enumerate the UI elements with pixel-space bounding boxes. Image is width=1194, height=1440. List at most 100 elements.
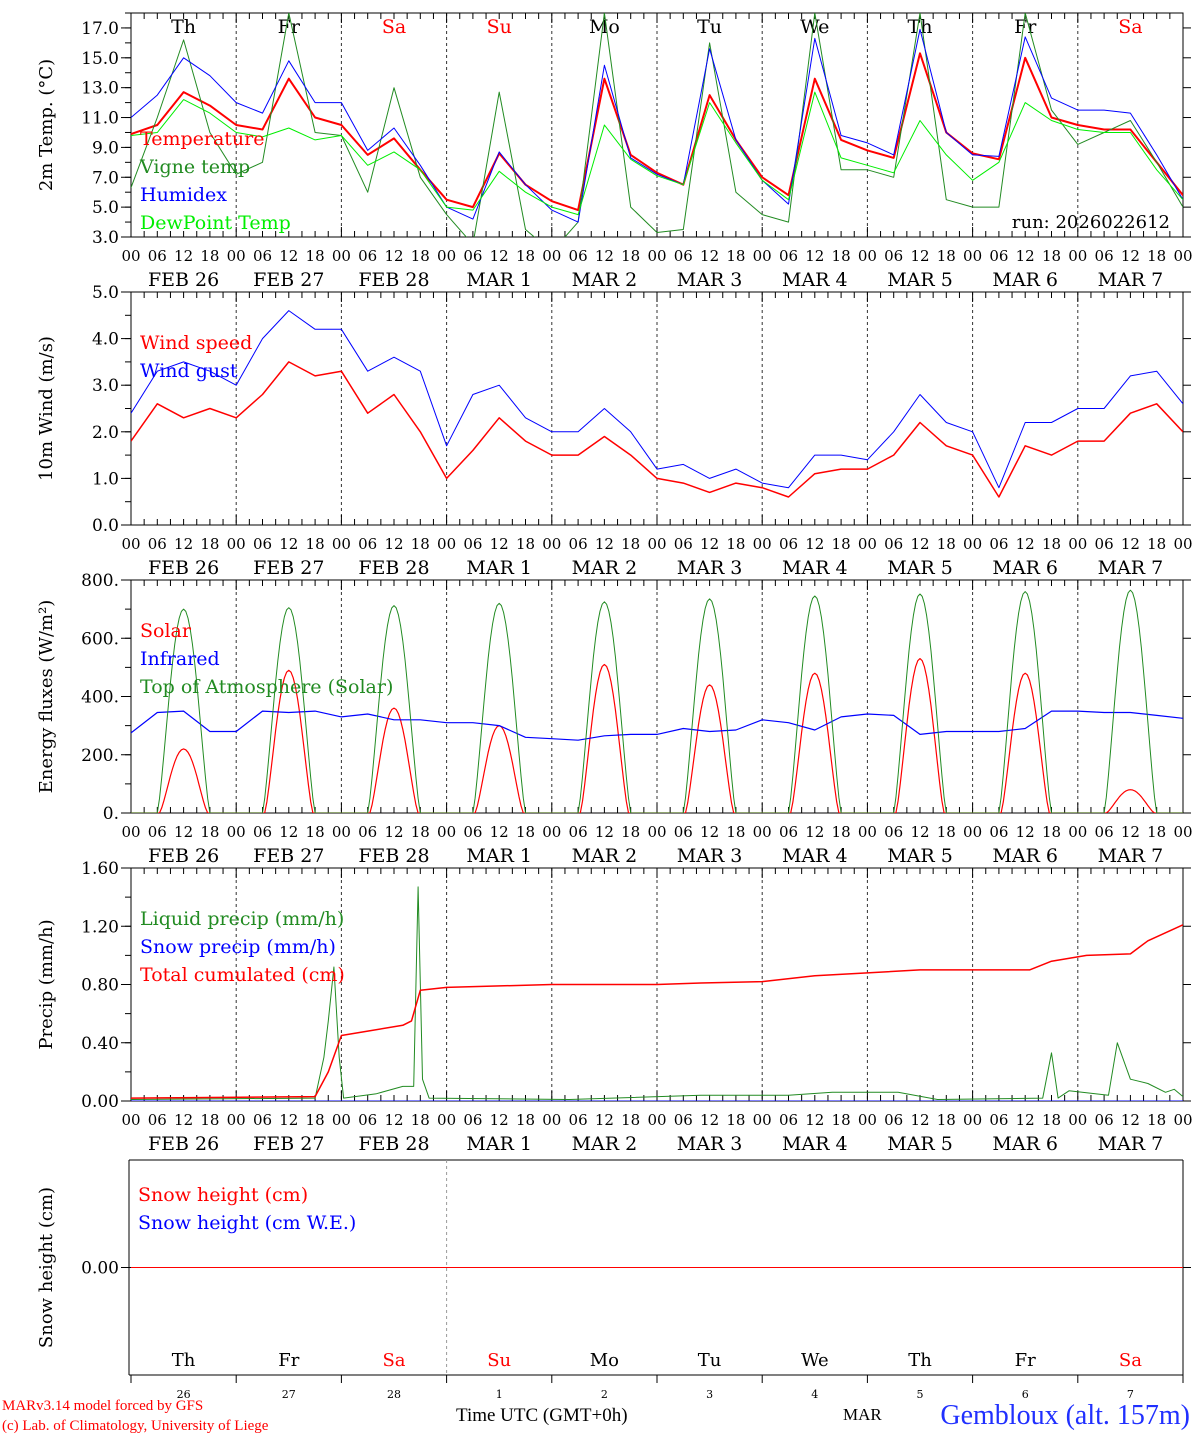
x-hour-label: 00 — [1173, 535, 1192, 553]
x-date-label: MAR 7 — [1098, 1133, 1164, 1155]
y-tick-label: 11.0 — [81, 109, 119, 129]
x-hour-label: 12 — [174, 535, 193, 553]
legend-entry: Temperature — [140, 128, 264, 150]
legend-entry: Wind gust — [140, 360, 238, 382]
y-axis-title: 2m Temp. (°C) — [36, 59, 57, 191]
x-hour-label: 06 — [779, 823, 798, 841]
run-label: run: 2026022612 — [1012, 212, 1170, 233]
x-hour-label: 00 — [753, 247, 772, 265]
series-line-solar — [131, 658, 1183, 813]
x-date-label: MAR 3 — [677, 269, 743, 291]
x-date-label: MAR 2 — [572, 269, 638, 291]
x-date-label: MAR 6 — [992, 845, 1058, 867]
x-hour-label: 12 — [1016, 535, 1035, 553]
legend-entry: DewPoint Temp — [140, 212, 291, 234]
x-hour-label: 00 — [227, 535, 246, 553]
x-date-label: FEB 26 — [148, 269, 219, 291]
x-hour-label: 18 — [832, 535, 851, 553]
date-label: 27 — [282, 1388, 296, 1401]
x-date-label: FEB 27 — [253, 845, 324, 867]
date-label: 1 — [496, 1388, 503, 1401]
x-hour-label: 00 — [227, 247, 246, 265]
x-hour-label: 12 — [174, 247, 193, 265]
x-hour-label: 12 — [700, 535, 719, 553]
x-hour-label: 18 — [937, 823, 956, 841]
x-hour-label: 12 — [1121, 823, 1140, 841]
x-hour-label: 06 — [358, 535, 377, 553]
x-hour-label: 18 — [1042, 247, 1061, 265]
date-label: 3 — [706, 1388, 713, 1401]
x-hour-label: 00 — [753, 535, 772, 553]
x-hour-label: 06 — [674, 247, 693, 265]
x-hour-label: 12 — [595, 247, 614, 265]
day-label: Sa — [382, 16, 406, 38]
x-hour-label: 00 — [1068, 535, 1087, 553]
y-tick-label: 1.0 — [92, 469, 119, 489]
day-label: Tu — [698, 1350, 722, 1371]
x-hour-label: 12 — [805, 823, 824, 841]
y-tick-label: 3.0 — [92, 228, 119, 248]
x-hour-label: 00 — [437, 247, 456, 265]
x-hour-label: 06 — [569, 823, 588, 841]
x-date-label: MAR 1 — [466, 269, 532, 291]
y-axis-title: Snow height (cm) — [36, 1187, 57, 1348]
x-hour-label: 18 — [306, 823, 325, 841]
series-line-wind-gust — [131, 310, 1183, 489]
x-hour-label: 06 — [674, 535, 693, 553]
x-date-label: MAR 1 — [466, 557, 532, 579]
x-hour-label: 12 — [279, 1111, 298, 1129]
x-hour-label: 00 — [227, 823, 246, 841]
x-hour-label: 18 — [621, 535, 640, 553]
x-hour-label: 06 — [779, 247, 798, 265]
legend-entry: Wind speed — [140, 332, 252, 354]
x-hour-label: 18 — [200, 535, 219, 553]
x-hour-label: 12 — [1016, 247, 1035, 265]
y-tick-label: 4.0 — [92, 330, 119, 350]
x-hour-label: 00 — [963, 535, 982, 553]
x-hour-label: 18 — [1147, 823, 1166, 841]
x-hour-label: 06 — [358, 247, 377, 265]
x-hour-label: 18 — [306, 1111, 325, 1129]
day-label: Th — [171, 16, 196, 38]
y-tick-label: 0.0 — [92, 516, 119, 536]
x-hour-label: 12 — [595, 1111, 614, 1129]
x-hour-label: 12 — [174, 823, 193, 841]
x-date-label: MAR 3 — [677, 845, 743, 867]
y-tick-label: 1.20 — [81, 917, 119, 937]
x-hour-label: 06 — [148, 823, 167, 841]
x-hour-label: 12 — [174, 1111, 193, 1129]
x-hour-label: 12 — [805, 247, 824, 265]
x-hour-label: 00 — [963, 1111, 982, 1129]
x-hour-label: 00 — [1068, 823, 1087, 841]
x-hour-label: 18 — [937, 1111, 956, 1129]
x-date-label: FEB 26 — [148, 845, 219, 867]
x-hour-label: 12 — [384, 1111, 403, 1129]
x-hour-label: 06 — [884, 535, 903, 553]
y-axis-title: Energy fluxes (W/m²) — [36, 600, 57, 794]
x-hour-label: 12 — [805, 535, 824, 553]
date-label: 28 — [387, 1388, 401, 1401]
x-hour-label: 06 — [674, 823, 693, 841]
x-hour-label: 06 — [148, 535, 167, 553]
x-hour-label: 12 — [490, 823, 509, 841]
series-group — [131, 13, 1183, 237]
x-hour-label: 00 — [542, 1111, 561, 1129]
series-line-wind-speed — [131, 361, 1183, 498]
series-line-infrared — [131, 710, 1183, 741]
y-tick-label: 0. — [103, 804, 119, 824]
x-hour-label: 18 — [516, 1111, 535, 1129]
x-hour-label: 06 — [989, 1111, 1008, 1129]
day-label: Sa — [1119, 1350, 1142, 1371]
x-date-label: MAR 7 — [1098, 845, 1164, 867]
x-date-label: MAR 1 — [466, 1133, 532, 1155]
x-hour-label: 18 — [1042, 535, 1061, 553]
y-tick-label: 400. — [81, 688, 119, 708]
day-label: Fr — [278, 1350, 299, 1371]
y-tick-label: 7.0 — [92, 168, 119, 188]
x-hour-label: 12 — [1121, 247, 1140, 265]
x-hour-label: 12 — [910, 1111, 929, 1129]
panel-precip: 0.00 0.40 0.80 1.20 1.60 Precip (mm/h) 00 06 12 1… — [36, 859, 1193, 1155]
y-tick-label: 600. — [81, 629, 119, 649]
x-hour-label: 06 — [1095, 823, 1114, 841]
